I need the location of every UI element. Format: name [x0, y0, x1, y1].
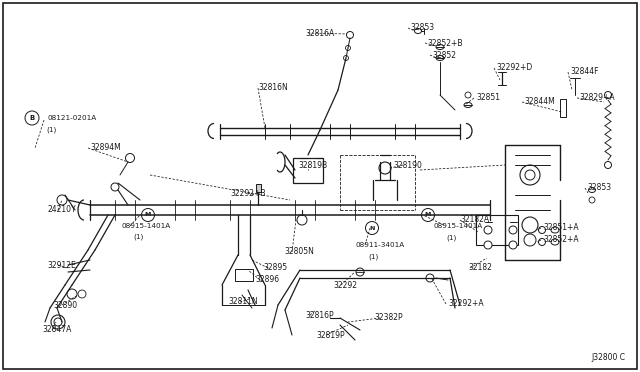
- Text: 32816P: 32816P: [305, 311, 333, 320]
- Text: 32847A: 32847A: [42, 326, 72, 334]
- Text: 32816A: 32816A: [305, 29, 334, 38]
- Circle shape: [605, 92, 611, 99]
- Circle shape: [344, 55, 349, 61]
- Bar: [235, 269, 253, 281]
- Text: 32292: 32292: [333, 280, 357, 289]
- Text: 32852+A: 32852+A: [543, 235, 579, 244]
- Circle shape: [525, 170, 535, 180]
- Bar: [476, 215, 518, 245]
- Text: 32851+A: 32851+A: [543, 224, 579, 232]
- Text: 08915-1401A: 08915-1401A: [434, 223, 483, 229]
- Circle shape: [509, 226, 517, 234]
- Circle shape: [297, 215, 307, 225]
- Text: B: B: [29, 115, 35, 121]
- Circle shape: [520, 165, 540, 185]
- Circle shape: [524, 234, 536, 246]
- Circle shape: [589, 197, 595, 203]
- Text: 32894M: 32894M: [90, 144, 121, 153]
- Text: 32853: 32853: [410, 23, 434, 32]
- Text: 32819P: 32819P: [316, 330, 344, 340]
- Circle shape: [125, 154, 134, 163]
- Circle shape: [356, 268, 364, 276]
- Text: 08121-0201A: 08121-0201A: [47, 115, 96, 121]
- Ellipse shape: [551, 227, 559, 233]
- Circle shape: [111, 183, 119, 191]
- Ellipse shape: [464, 103, 472, 108]
- Text: 32819B: 32819B: [298, 160, 327, 170]
- Text: 08915-1401A: 08915-1401A: [122, 223, 172, 229]
- Text: 32805N: 32805N: [284, 247, 314, 257]
- Circle shape: [346, 32, 353, 38]
- Text: 32851: 32851: [476, 93, 500, 103]
- Text: 32182A: 32182A: [460, 215, 489, 224]
- Text: 24210Y: 24210Y: [48, 205, 77, 215]
- Text: 328190: 328190: [393, 160, 422, 170]
- Text: 32895: 32895: [263, 263, 287, 273]
- Text: 32896: 32896: [255, 276, 279, 285]
- Text: (1): (1): [446, 235, 456, 241]
- Circle shape: [484, 226, 492, 234]
- Circle shape: [78, 290, 86, 298]
- Ellipse shape: [415, 29, 422, 33]
- Text: M: M: [145, 212, 151, 218]
- Text: 32811N: 32811N: [228, 298, 258, 307]
- Text: N: N: [369, 225, 374, 231]
- Text: (1): (1): [368, 254, 378, 260]
- Circle shape: [538, 227, 545, 234]
- Circle shape: [141, 208, 154, 221]
- Text: 32182: 32182: [468, 263, 492, 273]
- Circle shape: [522, 217, 538, 233]
- Text: M: M: [425, 212, 431, 218]
- Text: 32292+D: 32292+D: [496, 64, 532, 73]
- Text: (1): (1): [133, 234, 143, 240]
- Bar: [293, 157, 323, 183]
- Text: 32829+A: 32829+A: [579, 93, 614, 103]
- Text: 32292+B: 32292+B: [230, 189, 266, 198]
- Ellipse shape: [551, 239, 559, 245]
- Text: 32853: 32853: [587, 183, 611, 192]
- Circle shape: [57, 195, 67, 205]
- Text: J32800 C: J32800 C: [591, 353, 625, 362]
- Ellipse shape: [436, 45, 444, 49]
- Circle shape: [605, 161, 611, 169]
- Text: 32852: 32852: [432, 51, 456, 60]
- Circle shape: [379, 162, 391, 174]
- Ellipse shape: [589, 187, 595, 192]
- Circle shape: [538, 238, 545, 246]
- Circle shape: [422, 208, 435, 221]
- Circle shape: [346, 45, 351, 51]
- Ellipse shape: [436, 55, 444, 61]
- Circle shape: [67, 289, 77, 299]
- Circle shape: [465, 92, 471, 98]
- Circle shape: [509, 241, 517, 249]
- Text: 32912E: 32912E: [47, 260, 76, 269]
- Circle shape: [426, 274, 434, 282]
- Text: 32816N: 32816N: [258, 83, 288, 93]
- Text: 08911-3401A: 08911-3401A: [355, 242, 404, 248]
- Text: 32844F: 32844F: [570, 67, 598, 77]
- Text: 32292+A: 32292+A: [448, 299, 484, 308]
- Circle shape: [54, 318, 62, 326]
- Circle shape: [25, 111, 39, 125]
- Text: 32382P: 32382P: [374, 314, 403, 323]
- Text: 32852+B: 32852+B: [427, 38, 463, 48]
- Bar: [560, 99, 566, 117]
- Circle shape: [365, 221, 378, 234]
- Text: (1): (1): [46, 127, 56, 133]
- Circle shape: [51, 315, 65, 329]
- Bar: [255, 184, 260, 192]
- Text: 32890: 32890: [53, 301, 77, 310]
- Text: 32844M: 32844M: [524, 97, 555, 106]
- Circle shape: [484, 241, 492, 249]
